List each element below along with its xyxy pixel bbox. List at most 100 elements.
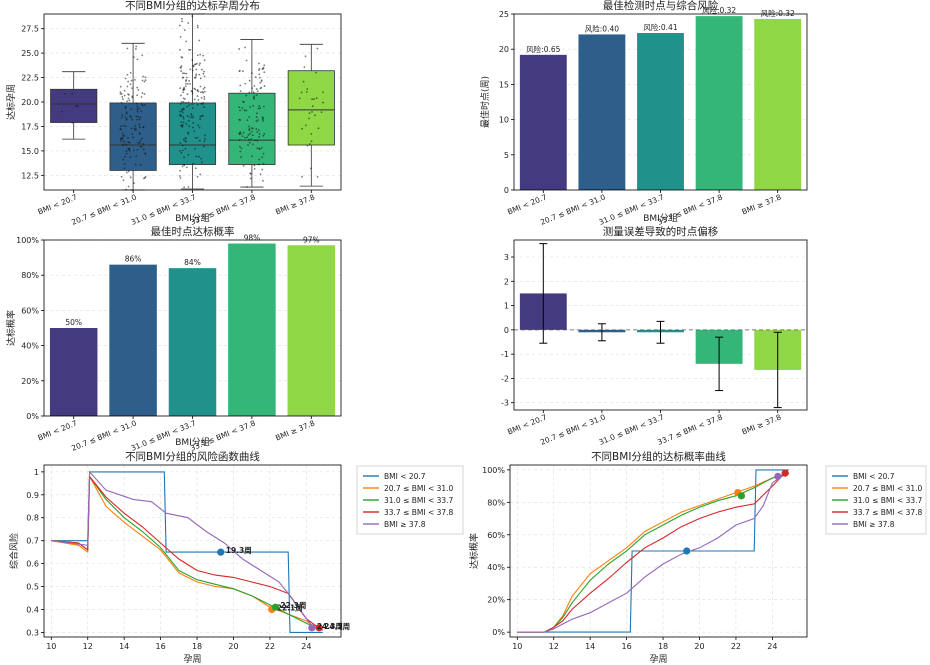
data-point — [253, 95, 256, 98]
data-point — [141, 54, 144, 57]
legend-label: 20.7 ≤ BMI < 31.0 — [853, 484, 923, 493]
y-tick-label: 1 — [504, 302, 509, 311]
data-point — [262, 134, 265, 137]
data-point — [198, 126, 201, 129]
data-point — [181, 111, 184, 114]
data-point — [183, 86, 186, 89]
y-tick-label: 0.9 — [26, 491, 39, 500]
data-point — [123, 143, 126, 146]
y-axis-label: 综合风险 — [8, 533, 20, 569]
data-point — [253, 97, 255, 100]
data-point — [243, 101, 245, 104]
data-point — [200, 161, 203, 164]
data-point — [129, 71, 132, 74]
data-point — [125, 150, 128, 153]
data-point — [184, 85, 187, 88]
data-point — [180, 70, 183, 72]
data-point — [191, 103, 194, 106]
data-point — [193, 63, 196, 66]
series-line — [517, 469, 789, 633]
data-point — [245, 109, 248, 112]
data-point — [322, 101, 324, 104]
data-point — [179, 49, 181, 51]
data-point — [133, 182, 135, 185]
data-point — [121, 114, 124, 117]
data-point — [263, 105, 265, 108]
data-point — [136, 94, 139, 97]
data-point — [252, 91, 255, 94]
data-point — [61, 110, 64, 113]
plot-frame — [509, 464, 808, 638]
data-point — [191, 92, 194, 95]
y-tick-label: 15.0 — [21, 147, 39, 156]
data-point — [263, 71, 266, 74]
data-point — [187, 101, 190, 104]
data-point — [182, 115, 185, 118]
data-point — [251, 127, 254, 130]
data-point — [243, 136, 246, 139]
data-point — [136, 148, 139, 151]
x-tick-label: 20.7 ≤ BMI < 31.0 — [539, 412, 607, 446]
bar — [168, 268, 217, 416]
data-point — [131, 133, 134, 136]
data-point — [119, 91, 122, 94]
data-point — [202, 101, 205, 104]
chart-title: 最佳时点达标概率 — [151, 225, 235, 238]
data-point — [246, 136, 249, 139]
data-label: 98% — [244, 234, 261, 243]
data-label: 86% — [125, 255, 142, 264]
data-point — [190, 114, 193, 117]
data-point — [125, 111, 128, 113]
data-point — [136, 58, 139, 61]
x-tick-label: 16 — [156, 642, 166, 651]
y-axis-label: 达标概率 — [5, 310, 17, 346]
optimal-marker — [683, 547, 691, 555]
data-point — [128, 141, 131, 144]
data-point — [179, 35, 182, 38]
data-point — [144, 153, 147, 155]
data-point — [125, 112, 128, 115]
data-point — [248, 141, 251, 144]
data-point — [133, 127, 136, 130]
data-point — [132, 56, 135, 59]
data-point — [142, 75, 145, 78]
data-point — [253, 164, 256, 167]
y-tick-label: 15 — [499, 80, 509, 89]
data-point — [182, 97, 185, 100]
data-point — [194, 147, 196, 150]
data-point — [135, 128, 137, 131]
data-point — [258, 105, 261, 107]
data-point — [255, 94, 258, 97]
data-point — [187, 153, 190, 156]
data-point — [135, 155, 138, 158]
data-point — [198, 155, 200, 158]
legend-label: BMI ≥ 37.8 — [853, 520, 895, 529]
data-point — [248, 79, 251, 82]
bar — [695, 16, 743, 190]
data-point — [322, 91, 324, 94]
data-point — [120, 137, 123, 140]
data-point — [122, 179, 125, 182]
data-point — [138, 123, 141, 126]
data-point — [186, 114, 189, 117]
x-tick-label: BMI ≥ 37.8 — [741, 192, 783, 216]
data-point — [316, 47, 319, 50]
data-point — [320, 111, 323, 114]
data-point — [143, 93, 146, 95]
x-tick-label: 20.7 ≤ BMI < 31.0 — [70, 192, 138, 226]
y-axis-label: 最佳时点(周) — [479, 76, 491, 128]
data-point — [259, 87, 262, 90]
data-point — [256, 90, 259, 93]
data-point — [182, 72, 184, 75]
data-point — [241, 107, 244, 109]
data-point — [141, 145, 143, 148]
probability-chart: 0%20%40%60%80%100%50%86% 84%98% 97%BMI < 2… — [5, 225, 342, 453]
data-point — [298, 97, 301, 100]
data-point — [130, 108, 133, 111]
data-point — [249, 177, 252, 180]
optimal-marker — [217, 548, 225, 556]
data-point — [262, 162, 265, 165]
data-point — [124, 155, 126, 158]
data-point — [199, 173, 202, 176]
data-point — [185, 72, 188, 75]
